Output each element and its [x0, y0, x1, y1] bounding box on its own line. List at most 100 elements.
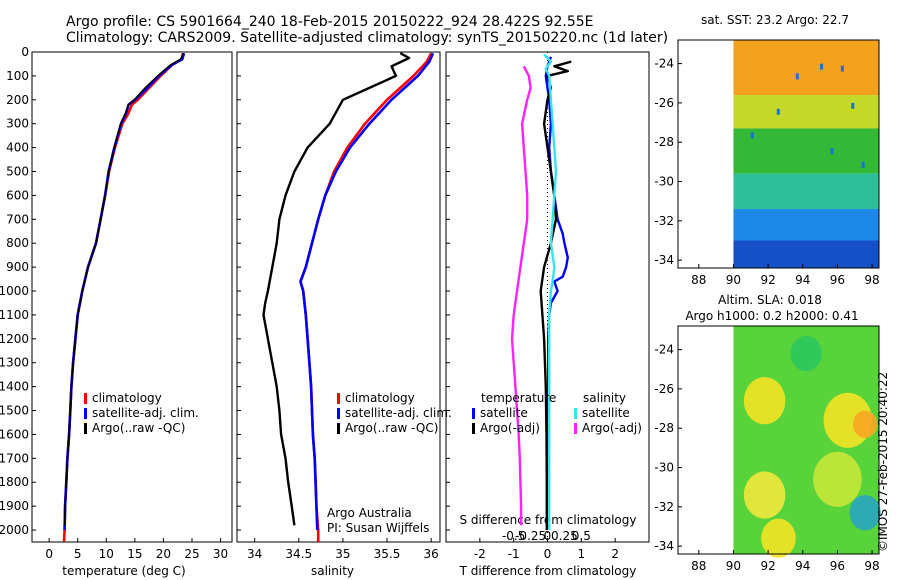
depth-tick-label: 100 — [6, 69, 29, 83]
salinity-legend-swatch-0 — [337, 393, 340, 404]
difference-legend-title-salinity: salinity — [583, 391, 626, 405]
salinity-legend-label-1: satellite-adj. clim. — [345, 406, 452, 420]
difference-s-tick-label: 0 — [544, 529, 552, 543]
map-y-tick-label: -26 — [654, 382, 674, 396]
salinity-legend-label-0: climatology — [345, 391, 415, 405]
sst-speck-6 — [830, 148, 834, 155]
temperature-x-tick-label: 25 — [184, 547, 199, 561]
difference-t-tick-label: -2 — [474, 547, 486, 561]
sla-map-subtitle: Argo h1000: 0.2 h2000: 0.41 — [685, 309, 858, 323]
depth-tick-label: 200 — [6, 93, 29, 107]
depth-tick-label: 1000 — [0, 284, 29, 298]
sla-map-title: Altim. SLA: 0.018 — [718, 293, 822, 307]
map-y-tick-label: -34 — [654, 253, 674, 267]
sst-speck-0 — [795, 73, 799, 80]
map-x-tick-label: 90 — [726, 273, 741, 287]
difference-legend-label-3: Argo(-adj) — [582, 421, 642, 435]
difference-s-tick-label: 0.5 — [572, 529, 591, 543]
difference-legend-swatch-3 — [574, 423, 577, 434]
sla-blob-0 — [743, 377, 786, 425]
difference-legend-label-2: satellite — [582, 406, 630, 420]
map-y-tick-label: -32 — [654, 214, 674, 228]
salinity-series-line-2 — [262, 52, 411, 526]
map-y-tick-label: -34 — [654, 539, 674, 553]
sst-speck-7 — [861, 161, 865, 168]
difference-legend-title-temperature: temperature — [481, 391, 556, 405]
map-y-tick-label: -28 — [654, 135, 674, 149]
difference-t-tick-label: -1 — [508, 547, 520, 561]
chart-subtitle: Climatology: CARS2009. Satellite-adjuste… — [66, 30, 669, 46]
difference-legend-swatch-2 — [574, 408, 577, 419]
sst-band-4 — [733, 209, 879, 241]
depth-tick-label: 900 — [6, 260, 29, 274]
temperature-legend-swatch-2 — [84, 423, 87, 434]
difference-legend-label-1: Argo(-adj) — [480, 421, 540, 435]
temperature-x-tick-label: 0 — [45, 547, 53, 561]
map-x-tick-label: 88 — [691, 559, 706, 573]
map-y-tick-label: -28 — [654, 421, 674, 435]
map-x-tick-label: 98 — [864, 273, 879, 287]
depth-tick-label: 1300 — [0, 356, 29, 370]
map-y-tick-label: -24 — [654, 343, 674, 357]
depth-tick-label: 800 — [6, 236, 29, 250]
temperature-legend-swatch-1 — [84, 408, 87, 419]
sla-blob-2 — [853, 410, 878, 439]
map-x-tick-label: 94 — [795, 559, 810, 573]
map-y-tick-label: -30 — [654, 175, 674, 189]
salinity-x-tick-label: 34.5 — [285, 547, 312, 561]
depth-tick-label: 1100 — [0, 308, 29, 322]
sst-map-title: sat. SST: 23.2 Argo: 22.7 — [701, 13, 849, 27]
salinity-x-tick-label: 35 — [335, 547, 350, 561]
map-x-tick-label: 96 — [830, 273, 845, 287]
salinity-legend-swatch-2 — [337, 423, 340, 434]
temperature-x-tick-label: 5 — [74, 547, 82, 561]
depth-tick-label: 1500 — [0, 404, 29, 418]
temperature-x-tick-label: 20 — [156, 547, 171, 561]
salinity-x-tick-label: 35.5 — [374, 547, 401, 561]
temperature-series-line-2 — [63, 52, 185, 526]
depth-tick-label: 700 — [6, 212, 29, 226]
map-y-tick-label: -26 — [654, 96, 674, 110]
temperature-axes-frame — [31, 51, 233, 543]
map-x-tick-label: 92 — [760, 559, 775, 573]
sst-band-0 — [733, 40, 879, 96]
difference-s-tick-label: 0.25 — [551, 529, 578, 543]
chart-title: Argo profile: CS 5901664_240 18-Feb-2015… — [66, 14, 594, 30]
depth-tick-label: 300 — [6, 117, 29, 131]
difference-legend-label-0: satellite — [480, 406, 528, 420]
temperature-x-tick-label: 10 — [99, 547, 114, 561]
map-y-tick-label: -24 — [654, 57, 674, 71]
map-frame-4 — [677, 325, 880, 555]
depth-tick-label: 1700 — [0, 451, 29, 465]
depth-tick-label: 500 — [6, 165, 29, 179]
sla-blob-7 — [790, 335, 822, 372]
depth-tick-label: 1900 — [0, 499, 29, 513]
difference-t-tick-label: 2 — [611, 547, 619, 561]
depth-tick-label: 1800 — [0, 475, 29, 489]
map-x-tick-label: 98 — [864, 559, 879, 573]
map-x-tick-label: 96 — [830, 559, 845, 573]
sst-band-3 — [733, 173, 879, 210]
map-y-tick-label: -30 — [654, 461, 674, 475]
difference-series-line-3 — [510, 65, 532, 526]
sla-blob-6 — [849, 495, 881, 531]
temperature-legend-swatch-0 — [84, 393, 87, 404]
difference-t-tick-label: 1 — [578, 547, 586, 561]
temperature-legend-label-2: Argo(..raw -QC) — [92, 421, 185, 435]
sla-blob-4 — [743, 471, 786, 519]
sst-band-5 — [733, 240, 879, 268]
depth-tick-label: 2000 — [0, 523, 29, 537]
depth-tick-label: 600 — [6, 188, 29, 202]
sla-blob-5 — [761, 518, 796, 558]
salinity-x-tick-label: 34 — [247, 547, 262, 561]
sla-blob-3 — [813, 451, 862, 507]
difference-legend-swatch-1 — [472, 423, 475, 434]
sst-speck-2 — [840, 65, 844, 72]
map-x-tick-label: 88 — [691, 273, 706, 287]
difference-t-tick-label: 0 — [544, 547, 552, 561]
imos-timestamp: ©IMOS 27-Feb-2015 20:40:22 — [876, 371, 890, 552]
map-x-tick-label: 90 — [726, 559, 741, 573]
salinity-x-tick-label: 36 — [424, 547, 439, 561]
difference-series-line-2 — [543, 53, 558, 530]
